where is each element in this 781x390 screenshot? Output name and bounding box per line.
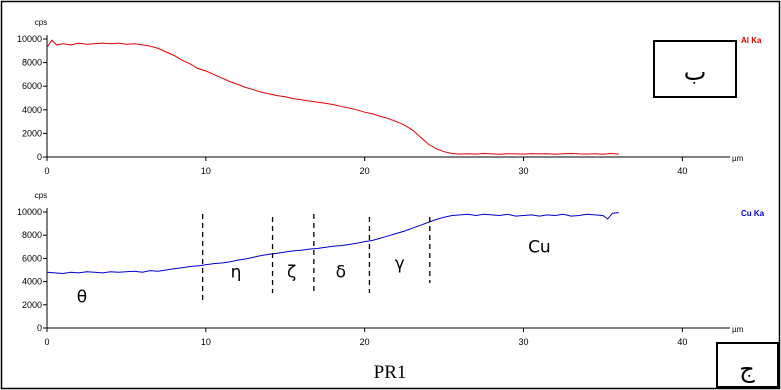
x-tick-label: 0 [44,166,49,176]
phase-label: Cu [528,238,551,258]
y-tick-label: 0 [37,323,42,333]
legend-entry: Cu Ka [741,209,765,218]
y-tick-label: 8000 [22,58,42,68]
panel-label-box-bottom [716,342,779,388]
x-tick-label: 0 [44,337,49,347]
y-tick-label: 10000 [17,207,42,217]
y-tick-label: 6000 [22,253,42,263]
y-unit-label: cps [35,191,47,200]
y-tick-label: 2000 [22,128,42,138]
x-tick-label: 40 [677,337,687,347]
y-tick-label: 0 [37,152,42,162]
series-line [46,39,619,155]
x-tick-label: 10 [201,166,211,176]
legend-entry: Al Ka [741,36,762,45]
x-unit-label: µm [732,154,744,163]
y-tick-label: 10000 [17,34,42,44]
x-tick-label: 10 [201,337,211,347]
panel-label-box-top [653,40,737,98]
panel-label-bottom: ج [739,355,755,383]
x-tick-label: 40 [677,166,687,176]
y-tick-label: 4000 [22,277,42,287]
panel-bottom: 0 2000 4000 6000 8000 10000 0 10 20 30 40 cps µm Cu K… [17,191,765,347]
panel-top: 0 2000 4000 6000 8000 10000 0 10 20 30 40 cps µm Al K… [17,18,762,176]
phase-label: η [231,263,242,283]
x-tick-label: 30 [519,337,529,347]
figure-caption: PR1 [374,362,407,383]
x-unit-label: µm [732,325,744,334]
x-tick-label: 30 [519,166,529,176]
y-tick-label: 8000 [22,230,42,240]
y-tick-label: 2000 [22,300,42,310]
phase-label: δ [336,263,346,283]
x-tick-label: 20 [360,166,370,176]
panel-label-top: ب [684,58,707,86]
phase-label: θ [77,287,87,307]
phase-label: γ [395,254,405,274]
y-tick-label: 6000 [22,81,42,91]
series-line [46,212,619,275]
y-tick-label: 4000 [22,105,42,115]
x-tick-label: 20 [360,337,370,347]
phase-label: ζ [287,263,296,283]
y-unit-label: cps [35,18,47,27]
